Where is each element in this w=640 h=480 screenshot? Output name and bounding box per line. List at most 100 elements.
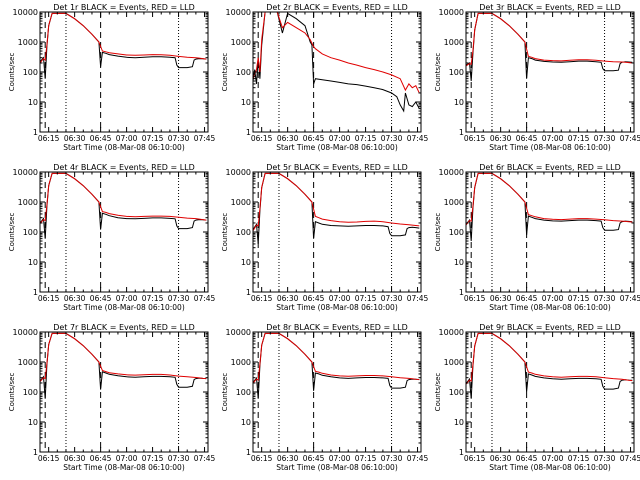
panel-title: Det 4r BLACK = Events, RED = LLD [53, 163, 195, 172]
x-axis-label: Start Time (08-Mar-08 06:10:00) [489, 463, 611, 472]
y-tick-label: 10 [28, 258, 38, 267]
panel-title: Det 7r BLACK = Events, RED = LLD [53, 323, 195, 332]
x-tick-label: 07:30 [381, 454, 403, 463]
lld-series-line [466, 12, 633, 67]
panel-title: Det 1r BLACK = Events, RED = LLD [53, 3, 195, 12]
lld-series-line [40, 12, 207, 64]
panel-5: Det 5r BLACK = Events, RED = LLD 1 10 100 10… [221, 163, 429, 312]
y-tick-label: 10000 [439, 328, 464, 337]
y-tick-label: 10 [241, 258, 251, 267]
y-tick-label: 1000 [18, 198, 38, 207]
y-axis-label: Counts/sec [8, 373, 16, 412]
y-tick-label: 1 [459, 288, 464, 297]
y-axis-label: Counts/sec [434, 373, 442, 412]
x-tick-label: 07:45 [620, 454, 640, 463]
x-tick-label: 06:15 [38, 294, 60, 303]
x-axis-label: Start Time (08-Mar-08 06:10:00) [489, 303, 611, 312]
x-tick-label: 06:30 [64, 134, 86, 143]
x-tick-label: 06:15 [464, 454, 486, 463]
panel-4: Det 4r BLACK = Events, RED = LLD 1 10 100 10… [8, 163, 216, 312]
events-series-line [466, 12, 633, 82]
events-series-line [253, 332, 420, 399]
x-tick-label: 06:45 [90, 134, 112, 143]
x-tick-label: 06:45 [303, 134, 325, 143]
plot-area [253, 12, 420, 132]
panel-title: Det 2r BLACK = Events, RED = LLD [266, 3, 408, 12]
x-tick-label: 07:15 [142, 454, 164, 463]
lld-series-line [466, 332, 633, 385]
x-tick-label: 06:45 [303, 294, 325, 303]
x-tick-label: 07:45 [620, 294, 640, 303]
y-axis-label: Counts/sec [434, 53, 442, 92]
y-tick-label: 10000 [226, 8, 251, 17]
y-axis-label: Counts/sec [221, 213, 229, 252]
x-tick-label: 07:00 [329, 134, 351, 143]
x-tick-label: 07:00 [116, 454, 138, 463]
y-axis-label: Counts/sec [434, 213, 442, 252]
plot-frame [39, 171, 209, 293]
x-tick-label: 07:00 [329, 294, 351, 303]
x-tick-label: 06:45 [303, 454, 325, 463]
x-tick-label: 07:15 [568, 454, 590, 463]
y-tick-label: 100 [236, 388, 251, 397]
x-tick-label: 06:30 [64, 454, 86, 463]
plot-area [466, 332, 633, 452]
x-tick-label: 06:45 [90, 454, 112, 463]
y-tick-label: 10000 [439, 168, 464, 177]
y-tick-label: 100 [23, 68, 38, 77]
y-tick-label: 10000 [226, 328, 251, 337]
y-axis-label: Counts/sec [221, 373, 229, 412]
y-tick-label: 1 [33, 128, 38, 137]
y-tick-label: 10 [454, 418, 464, 427]
panel-3: Det 3r BLACK = Events, RED = LLD 1 10 100 10… [434, 3, 640, 152]
x-axis-label: Start Time (08-Mar-08 06:10:00) [276, 303, 398, 312]
lld-series-line [466, 172, 633, 226]
x-tick-label: 07:45 [620, 134, 640, 143]
y-tick-label: 10 [28, 418, 38, 427]
x-tick-label: 06:15 [251, 454, 273, 463]
x-tick-label: 07:30 [381, 134, 403, 143]
plot-frame [465, 171, 635, 293]
lld-series-line [253, 12, 420, 94]
plot-area [466, 172, 633, 292]
y-tick-label: 10000 [439, 8, 464, 17]
x-tick-label: 07:30 [168, 294, 190, 303]
x-tick-label: 07:00 [542, 294, 564, 303]
x-tick-label: 07:15 [568, 134, 590, 143]
y-tick-label: 100 [23, 388, 38, 397]
x-tick-label: 07:00 [542, 134, 564, 143]
events-series-line [40, 12, 207, 79]
x-tick-label: 06:15 [38, 134, 60, 143]
events-series-line [253, 172, 420, 244]
plot-area [40, 332, 207, 452]
y-axis-label: Counts/sec [221, 53, 229, 92]
x-axis-label: Start Time (08-Mar-08 06:10:00) [276, 143, 398, 152]
y-tick-label: 100 [449, 228, 464, 237]
y-tick-label: 10000 [13, 168, 38, 177]
x-tick-label: 06:15 [38, 454, 60, 463]
plot-area [466, 12, 633, 132]
y-tick-label: 10 [28, 98, 38, 107]
x-tick-label: 07:45 [407, 454, 429, 463]
x-tick-label: 07:15 [142, 134, 164, 143]
y-tick-label: 1 [33, 448, 38, 457]
y-tick-label: 100 [449, 388, 464, 397]
y-tick-label: 1000 [444, 198, 464, 207]
x-tick-label: 07:30 [594, 454, 616, 463]
x-axis-label: Start Time (08-Mar-08 06:10:00) [63, 143, 185, 152]
x-tick-label: 07:45 [194, 134, 216, 143]
plot-frame [465, 11, 635, 133]
events-series-line [40, 332, 207, 399]
x-tick-label: 07:45 [194, 454, 216, 463]
x-tick-label: 06:15 [464, 134, 486, 143]
y-tick-label: 10 [454, 98, 464, 107]
panel-8: Det 8r BLACK = Events, RED = LLD 1 10 100 10… [221, 323, 429, 472]
x-tick-label: 07:30 [168, 454, 190, 463]
y-tick-label: 1000 [18, 38, 38, 47]
x-tick-label: 07:30 [168, 134, 190, 143]
y-tick-label: 10000 [13, 8, 38, 17]
y-tick-label: 100 [23, 228, 38, 237]
x-tick-label: 06:30 [490, 294, 512, 303]
x-tick-label: 06:15 [464, 294, 486, 303]
